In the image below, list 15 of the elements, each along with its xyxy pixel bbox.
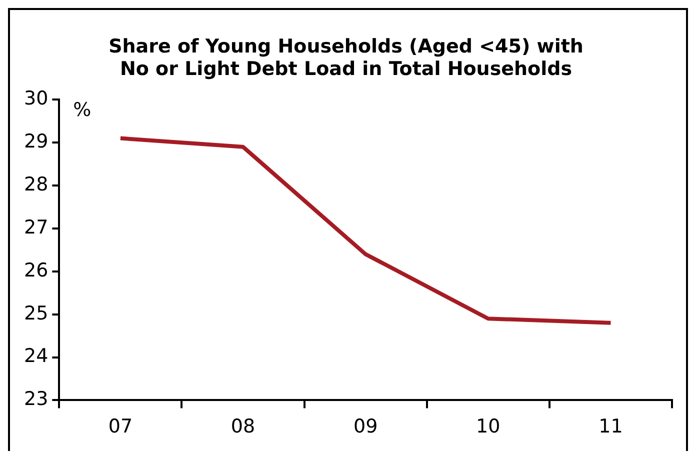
y-tick-label: 23	[24, 388, 48, 410]
y-axis-title: %	[73, 99, 92, 122]
y-tick-label: 24	[24, 345, 48, 368]
y-tick-label: 30	[24, 88, 48, 110]
y-tick-label: 29	[24, 130, 48, 152]
y-tick-label: 27	[24, 216, 48, 238]
x-tick-label: 09	[353, 416, 378, 438]
y-tick-label: 28	[24, 173, 48, 196]
x-tick-label: 10	[476, 416, 500, 438]
x-tick-label: 08	[230, 416, 256, 438]
x-tick-label: 11	[598, 416, 623, 438]
x-tick-label: 07	[108, 416, 133, 438]
y-tick-label: 26	[24, 259, 48, 282]
y-tick-label: 25	[24, 302, 48, 324]
chart-title: Share of Young Households (Aged <45) with No or Light Debt Load in Total Households	[108, 35, 584, 80]
